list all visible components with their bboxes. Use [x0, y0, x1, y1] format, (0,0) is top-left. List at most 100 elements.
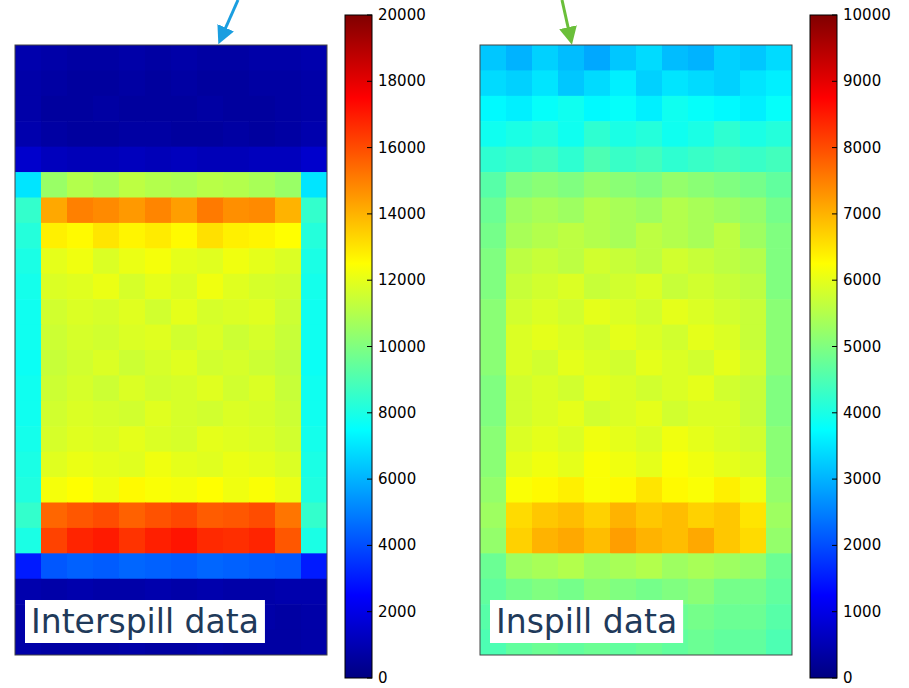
cell — [197, 375, 224, 401]
colorbar-label: 7000 — [843, 205, 881, 223]
cell — [610, 299, 637, 325]
cell — [275, 426, 302, 452]
cell — [119, 375, 146, 401]
cell — [223, 172, 250, 198]
cell — [558, 375, 585, 401]
cell — [15, 172, 42, 198]
cell — [119, 528, 146, 554]
cell — [532, 528, 559, 554]
cell — [740, 96, 767, 122]
cell — [766, 147, 792, 173]
cell — [197, 477, 224, 503]
colorbar-label: 10000 — [843, 6, 891, 24]
cell — [275, 172, 302, 198]
cell — [41, 426, 68, 452]
cell — [249, 96, 276, 122]
cell — [584, 45, 611, 71]
cell — [249, 223, 276, 249]
cell — [93, 70, 120, 96]
cell — [766, 553, 792, 579]
cell — [636, 198, 663, 224]
cell — [480, 477, 507, 503]
cell — [301, 325, 327, 351]
colorbar-tick — [832, 545, 837, 546]
cell — [766, 248, 792, 274]
cell — [301, 553, 327, 579]
cell — [41, 248, 68, 274]
cell — [171, 147, 198, 173]
cell — [584, 553, 611, 579]
cell — [119, 350, 146, 376]
cell — [197, 528, 224, 554]
cell — [275, 96, 302, 122]
cell — [67, 121, 94, 147]
cell — [610, 147, 637, 173]
cell — [688, 553, 715, 579]
cell — [171, 274, 198, 300]
cell — [610, 401, 637, 427]
cell — [506, 70, 533, 96]
colorbar-tick — [832, 147, 837, 148]
cell — [223, 452, 250, 478]
cell — [558, 528, 585, 554]
cell — [480, 350, 507, 376]
arrow — [222, 0, 238, 36]
cell — [766, 604, 792, 630]
cell — [197, 147, 224, 173]
cell — [636, 452, 663, 478]
cell — [740, 198, 767, 224]
cell — [15, 198, 42, 224]
cell — [714, 630, 741, 655]
cell — [145, 299, 172, 325]
cell — [145, 70, 172, 96]
cell — [610, 503, 637, 529]
cell — [119, 553, 146, 579]
cell — [223, 96, 250, 122]
cell — [714, 604, 741, 630]
cell — [740, 528, 767, 554]
cell — [249, 70, 276, 96]
cell — [197, 223, 224, 249]
cell — [223, 553, 250, 579]
cell — [197, 70, 224, 96]
cell — [223, 401, 250, 427]
plot-frame — [480, 45, 792, 655]
cell — [301, 223, 327, 249]
colorbar-label: 4000 — [843, 404, 881, 422]
cell — [15, 375, 42, 401]
cell — [275, 325, 302, 351]
cell — [171, 96, 198, 122]
cell — [301, 477, 327, 503]
cell — [301, 452, 327, 478]
cell — [223, 198, 250, 224]
heatmap-cells — [15, 45, 327, 655]
cell — [197, 248, 224, 274]
cell — [275, 630, 302, 655]
cell — [480, 248, 507, 274]
cell — [740, 147, 767, 173]
cell — [558, 401, 585, 427]
cell — [558, 121, 585, 147]
cell — [506, 350, 533, 376]
cell — [301, 299, 327, 325]
cell — [93, 452, 120, 478]
cell — [93, 299, 120, 325]
cell — [249, 325, 276, 351]
figure: Interspill data0200040006000800010000120… — [0, 0, 909, 688]
cell — [480, 325, 507, 351]
cell — [506, 172, 533, 198]
colorbar-label: 4000 — [378, 536, 416, 554]
cell — [171, 503, 198, 529]
cell — [197, 274, 224, 300]
cell — [275, 452, 302, 478]
cell — [301, 528, 327, 554]
colorbar-label: 9000 — [843, 72, 881, 90]
cell — [171, 477, 198, 503]
cell — [766, 401, 792, 427]
cell — [67, 528, 94, 554]
colorbar-tick — [367, 81, 372, 82]
cell — [249, 147, 276, 173]
cell — [67, 70, 94, 96]
cell — [41, 223, 68, 249]
cell — [610, 528, 637, 554]
